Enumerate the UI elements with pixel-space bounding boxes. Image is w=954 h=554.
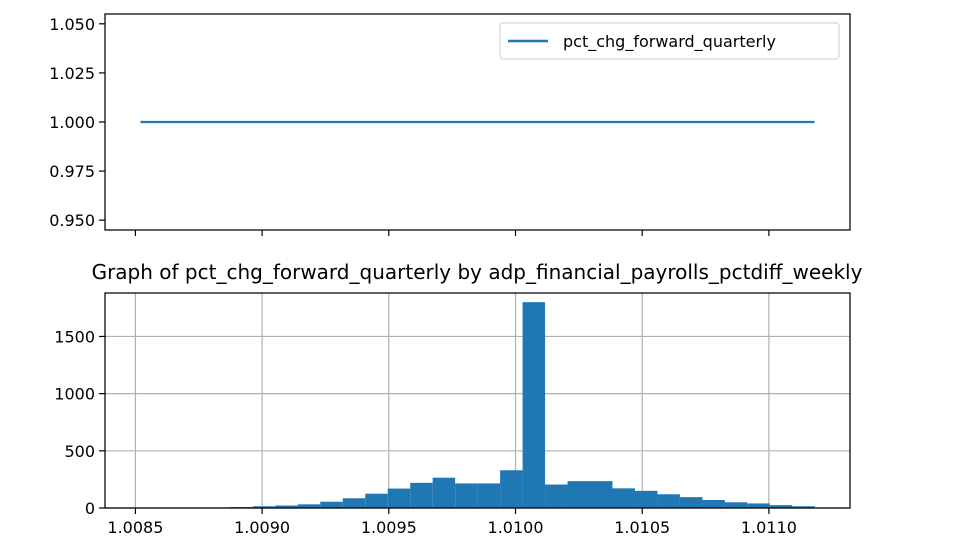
- histogram-bar: [455, 483, 478, 508]
- y-tick-label: 1000: [54, 385, 95, 404]
- histogram-bar: [320, 501, 343, 508]
- histogram-bar: [500, 470, 523, 508]
- histogram-bar: [297, 504, 321, 508]
- y-tick-label: 1.050: [49, 15, 95, 34]
- histogram-bar: [275, 505, 298, 508]
- y-tick-label: 500: [64, 442, 95, 461]
- histogram-frame: [104, 292, 851, 509]
- chart-title: Graph of pct_chg_forward_quarterly by ad…: [92, 260, 863, 284]
- x-tick-label: 1.0110: [741, 518, 797, 537]
- y-tick-label: 1.000: [49, 113, 95, 132]
- histogram-bars: [140, 302, 815, 508]
- histogram-grid: [105, 293, 850, 509]
- y-tick-label: 0.975: [49, 162, 95, 181]
- histogram-bar: [747, 503, 770, 508]
- histogram-bar: [792, 506, 815, 508]
- histogram-bar: [702, 499, 725, 508]
- histogram-y-ticks: 0 500 1000 1500: [54, 327, 105, 518]
- histogram-bar: [342, 498, 366, 508]
- x-tick-label: 1.0090: [234, 518, 290, 537]
- histogram-bar: [545, 484, 568, 508]
- y-tick-label: 0.950: [49, 211, 95, 230]
- histogram-x-ticks: 1.0085 1.0090 1.0095 1.0100 1.0105 1.0110: [107, 508, 797, 537]
- histogram-bar: [522, 302, 546, 508]
- histogram-bar: [252, 506, 276, 508]
- line-chart-x-ticks: [134, 230, 770, 236]
- histogram-bar: [724, 502, 748, 508]
- legend-label: pct_chg_forward_quarterly: [563, 32, 776, 52]
- histogram-bar: [432, 477, 456, 508]
- histogram-bar: [612, 488, 635, 508]
- histogram-bar: [477, 483, 501, 508]
- histogram-bar: [657, 494, 680, 508]
- y-tick-label: 1.025: [49, 64, 95, 83]
- x-tick-label: 1.0085: [107, 518, 163, 537]
- histogram-bar: [365, 493, 388, 508]
- histogram-bar: [387, 488, 411, 508]
- histogram-bar: [679, 497, 703, 508]
- y-tick-label: 1500: [54, 327, 95, 346]
- histogram-bar: [567, 481, 591, 508]
- line-chart: 0.950 0.975 1.000 1.025 1.050 pct_chg_forwar…: [49, 13, 851, 236]
- y-tick-label: 0: [85, 499, 95, 518]
- x-tick-label: 1.0095: [361, 518, 417, 537]
- line-chart-y-ticks: 0.950 0.975 1.000 1.025 1.050: [49, 15, 105, 230]
- histogram-bar: [410, 482, 433, 508]
- legend: pct_chg_forward_quarterly: [499, 22, 840, 60]
- x-tick-label: 1.0105: [614, 518, 670, 537]
- histogram-bar: [769, 505, 793, 508]
- histogram-bar: [634, 490, 658, 508]
- x-tick-label: 1.0100: [488, 518, 544, 537]
- legend-box: [499, 22, 840, 60]
- histogram-bar: [590, 481, 613, 508]
